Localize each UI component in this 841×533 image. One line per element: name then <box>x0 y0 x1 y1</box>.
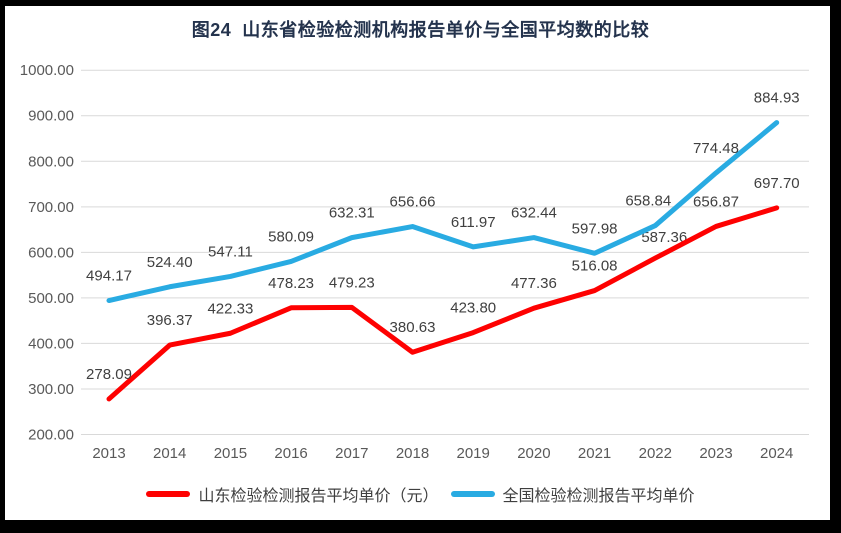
y-axis-tick-label: 700.00 <box>28 199 74 216</box>
national-series-line <box>106 120 780 304</box>
data-label: 380.63 <box>390 319 436 336</box>
data-label: 774.48 <box>693 140 739 157</box>
shandong-series-swatch-icon <box>146 491 191 497</box>
data-label: 632.31 <box>329 205 375 222</box>
y-axis-tick-label: 500.00 <box>28 290 74 307</box>
data-label: 422.33 <box>207 300 253 317</box>
data-label: 494.17 <box>86 268 132 285</box>
data-label: 656.66 <box>390 194 436 211</box>
legend-label-national: 全国检验检测报告平均单价 <box>502 488 695 505</box>
shandong-series-line <box>106 205 780 402</box>
x-axis-tick-label: 2018 <box>396 445 429 462</box>
y-axis-tick-label: 400.00 <box>28 335 74 352</box>
data-label: 479.23 <box>329 274 375 291</box>
y-axis-tick-label: 1000.00 <box>20 62 74 79</box>
data-label: 884.93 <box>754 90 800 107</box>
x-axis-tick-label: 2023 <box>699 445 732 462</box>
x-axis-tick-label: 2016 <box>274 445 307 462</box>
data-label: 547.11 <box>208 243 253 260</box>
chart-title: 图24 山东省检验检测机构报告单价与全国平均数的比较 <box>191 20 650 40</box>
x-axis-tick-label: 2014 <box>153 445 186 462</box>
y-axis-tick-label: 200.00 <box>28 427 74 444</box>
x-axis-tick-label: 2017 <box>335 445 368 462</box>
x-axis-tick-label: 2019 <box>457 445 490 462</box>
data-label: 478.23 <box>268 275 314 292</box>
data-label: 396.37 <box>147 312 193 329</box>
y-axis-tick-label: 800.00 <box>28 153 74 170</box>
data-label: 516.08 <box>572 258 618 275</box>
y-axis-tick-label: 300.00 <box>28 381 74 398</box>
data-label: 632.44 <box>511 205 557 222</box>
y-axis-tick-label: 600.00 <box>28 244 74 261</box>
data-label: 423.80 <box>450 300 496 317</box>
x-axis-tick-label: 2021 <box>578 445 611 462</box>
legend-item-national: 全国检验检测报告平均单价 <box>450 482 695 506</box>
data-label: 656.87 <box>693 193 739 210</box>
legend-label-shandong: 山东检验检测报告平均单价（元） <box>198 488 439 505</box>
data-label: 580.09 <box>268 228 314 245</box>
chart-legend: 山东检验检测报告平均单价（元） 全国检验检测报告平均单价 <box>0 482 841 506</box>
x-axis-tick-label: 2024 <box>760 445 793 462</box>
data-label: 658.84 <box>625 193 671 210</box>
x-axis-tick-label: 2020 <box>517 445 550 462</box>
y-axis-tick-label: 900.00 <box>28 108 74 125</box>
data-label: 587.36 <box>641 229 687 246</box>
legend-item-shandong: 山东检验检测报告平均单价（元） <box>146 482 439 506</box>
data-label: 697.70 <box>754 175 800 192</box>
data-label: 524.40 <box>147 254 193 271</box>
data-label: 597.98 <box>572 220 618 237</box>
x-axis-tick-label: 2013 <box>92 445 125 462</box>
x-axis-tick-label: 2015 <box>214 445 247 462</box>
data-label: 477.36 <box>511 275 557 292</box>
x-axis-tick-label: 2022 <box>639 445 672 462</box>
national-series-swatch-icon <box>450 491 495 497</box>
data-label: 611.97 <box>451 214 496 231</box>
data-label: 278.09 <box>86 366 132 383</box>
